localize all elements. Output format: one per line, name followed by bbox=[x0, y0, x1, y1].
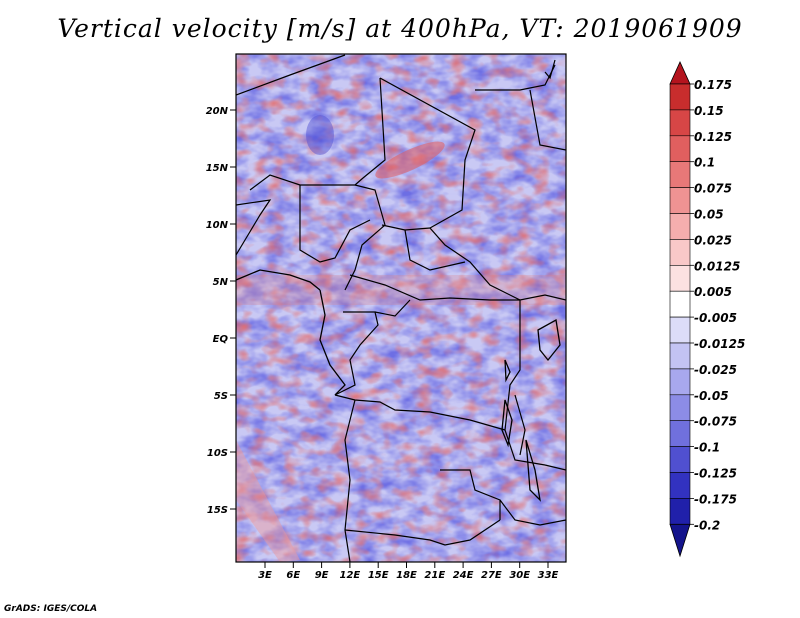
lat-tick-label: EQ bbox=[213, 334, 229, 345]
colorbar-label: -0.075 bbox=[694, 415, 737, 429]
colorbar-min-arrow bbox=[669, 523, 691, 558]
colorbar-max-arrow bbox=[669, 61, 691, 85]
colorbar-bin bbox=[669, 472, 691, 499]
colorbar-label: -0.005 bbox=[694, 311, 737, 325]
colorbar-bin bbox=[669, 109, 691, 137]
longitude-axis: 3E 6E 9E 12E 15E 18E 21E 24E 27E 30E 33E bbox=[258, 562, 559, 581]
colorbar-bin bbox=[669, 368, 691, 396]
lon-tick-label: 21E bbox=[424, 570, 445, 581]
colorbar-label: -0.0125 bbox=[694, 337, 745, 351]
map-frame bbox=[235, 53, 567, 563]
coastlines bbox=[236, 269, 561, 502]
colorbar-label: 0.15 bbox=[694, 104, 724, 118]
colorbar-label: 0.125 bbox=[694, 130, 732, 144]
colorbar-bin bbox=[669, 187, 691, 214]
map-title: Vertical velocity [m/s] at 400hPa, VT: 2… bbox=[57, 14, 743, 43]
colorbar-bin bbox=[669, 161, 691, 188]
colorbar-label: 0.075 bbox=[694, 182, 732, 196]
lon-tick-label: 18E bbox=[396, 570, 417, 581]
colorbar-label: 0.05 bbox=[694, 208, 724, 222]
lat-tick-label: 20N bbox=[206, 106, 229, 117]
lon-tick-label: 15E bbox=[368, 570, 389, 581]
map-panel bbox=[236, 54, 566, 562]
colorbar-label: 0.005 bbox=[694, 285, 732, 299]
southwest-streaks bbox=[236, 440, 300, 562]
lon-tick-label: 33E bbox=[538, 570, 559, 581]
lat-tick-label: 5N bbox=[213, 277, 229, 288]
colorbar-label: -0.2 bbox=[694, 518, 720, 532]
colorbar-bin bbox=[669, 239, 691, 266]
lat-tick-label: 15S bbox=[207, 505, 228, 516]
colorbar-bin bbox=[669, 342, 691, 370]
lat-tick-label: 10S bbox=[207, 448, 228, 459]
updraft-streak bbox=[375, 141, 445, 179]
lat-tick-label: 5S bbox=[214, 391, 228, 402]
colorbar-label: -0.05 bbox=[694, 389, 729, 403]
colorbar-bin bbox=[669, 420, 691, 447]
colorbar-bin bbox=[669, 290, 691, 318]
updraft-field bbox=[236, 54, 566, 562]
lat-tick-label: 10N bbox=[206, 220, 229, 231]
lon-tick-label: 6E bbox=[286, 570, 300, 581]
colorbar-label: 0.0125 bbox=[694, 259, 740, 273]
colorbar-label: 0.175 bbox=[694, 78, 732, 92]
lon-tick-label: 30E bbox=[509, 570, 530, 581]
colorbar-bin bbox=[669, 264, 691, 292]
colorbar-bin bbox=[669, 213, 691, 240]
latitude-axis: 20N 15N 10N 5N EQ 5S 10S 15S bbox=[206, 106, 236, 516]
colorbar-label: 0.1 bbox=[694, 156, 715, 170]
colorbar-bin bbox=[669, 135, 691, 163]
colorbar-label: -0.175 bbox=[694, 492, 737, 506]
lat-tick-label: 15N bbox=[206, 163, 229, 174]
colorbar-bin bbox=[669, 446, 691, 473]
lon-tick-label: 9E bbox=[315, 570, 329, 581]
lon-tick-label: 24E bbox=[453, 570, 474, 581]
colorbar-label: -0.125 bbox=[694, 467, 737, 481]
country-borders bbox=[236, 54, 566, 562]
colorbar: 0.175 0.15 0.125 0.1 0.075 0.05 0.025 0.0125 0.0… bbox=[669, 61, 745, 558]
lon-tick-label: 27E bbox=[481, 570, 502, 581]
colorbar-label: -0.025 bbox=[694, 363, 737, 377]
lon-tick-label: 12E bbox=[340, 570, 361, 581]
grads-credit: GrADS: IGES/COLA bbox=[4, 604, 98, 614]
colorbar-bin bbox=[669, 498, 691, 525]
colorbar-bin bbox=[669, 83, 691, 111]
colorbar-bin bbox=[669, 394, 691, 421]
colorbar-label: -0.1 bbox=[694, 441, 720, 455]
downdraft-core bbox=[306, 115, 334, 155]
lon-tick-label: 3E bbox=[258, 570, 272, 581]
colorbar-label: 0.025 bbox=[694, 233, 732, 247]
colorbar-bin bbox=[669, 316, 691, 344]
